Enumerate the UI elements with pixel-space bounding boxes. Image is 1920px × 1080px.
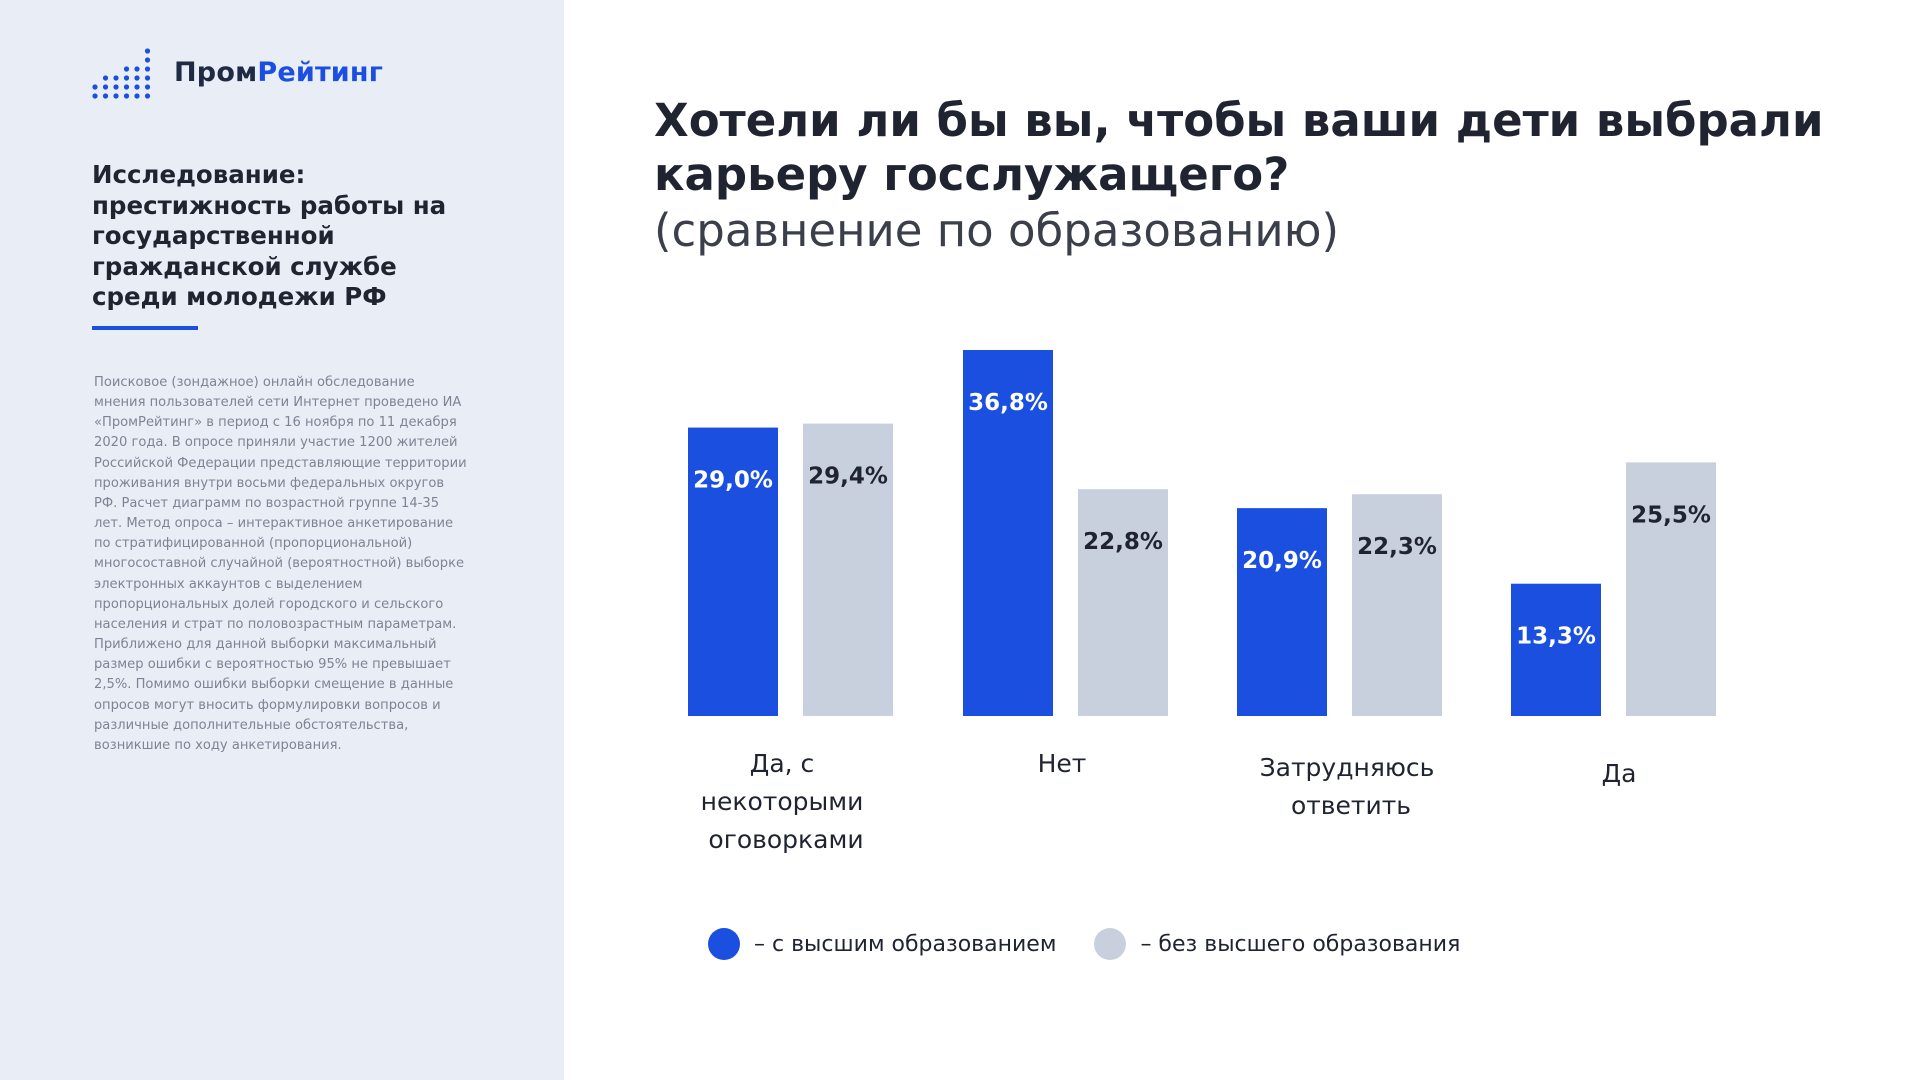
category-label: Да, с некоторыми оговорками [701,749,872,854]
logo-part-2: Рейтинг [257,56,384,88]
logo-dot [123,84,130,90]
logo-dot [92,84,98,90]
data-label: 22,3% [1357,534,1437,560]
sidebar: ПромРейтинг Исследование: престижность р… [0,0,564,1080]
logo-dot [144,84,151,90]
title-underline [92,326,198,330]
data-label: 13,3% [1516,624,1596,650]
logo-dot [102,93,109,99]
study-title: Исследование: престижность работы на гос… [92,160,447,311]
dot-bars-icon [92,48,151,99]
bar [803,423,893,716]
logo-dot [134,84,140,90]
logo-dot [144,93,151,99]
chart-title: Хотели ли бы вы, чтобы ваши дети выбрали… [654,94,1824,201]
bar [963,349,1053,716]
logo-dot [92,93,98,99]
legend-label: – с высшим образованием [754,931,1057,957]
logo-dot [144,75,151,81]
data-label: 25,5% [1631,502,1711,528]
logo-dot [113,84,119,90]
bar [688,427,778,716]
logo-dot [113,93,119,99]
bar [1237,508,1327,716]
logo: ПромРейтинг [92,44,383,100]
logo-dot [134,66,140,72]
logo-dot [102,84,109,90]
bar [1626,462,1716,716]
data-label: 36,8% [968,390,1048,416]
legend-dot-grey [1094,928,1127,960]
logo-text: ПромРейтинг [174,57,383,88]
logo-dot [134,93,140,99]
logo-dot [123,66,130,72]
legend-item-no-higher-edu: – без высшего образования [1094,928,1460,960]
bar [1078,489,1168,716]
bar [1511,583,1601,716]
logo-dot [134,75,140,81]
logo-dot [113,75,119,81]
category-label: Затрудняюсь ответить [1260,753,1443,820]
bar [1352,494,1442,716]
chart-subtitle: (сравнение по образованию) [654,204,1340,257]
logo-dot [144,48,151,54]
methodology-text: Поисковое (зондажное) онлайн обследовани… [94,375,467,753]
logo-dot [144,57,151,63]
logo-dot [144,66,151,72]
logo-part-1: Пром [174,56,258,88]
category-label: Да [1602,759,1637,788]
legend-label: – без высшего образования [1140,931,1461,957]
legend-dot-blue [708,928,740,960]
data-label: 29,4% [808,464,888,490]
data-label: 29,0% [693,468,773,494]
logo-dot [123,75,130,81]
logo-dot [123,93,130,99]
data-label: 22,8% [1083,529,1163,555]
category-label: Нет [1038,749,1087,778]
legend-item-higher-edu: – с высшим образованием [708,928,1056,960]
data-label: 20,9% [1242,548,1322,574]
chart-legend: – с высшим образованием – без высшего об… [708,928,1460,960]
logo-dot [102,75,109,81]
